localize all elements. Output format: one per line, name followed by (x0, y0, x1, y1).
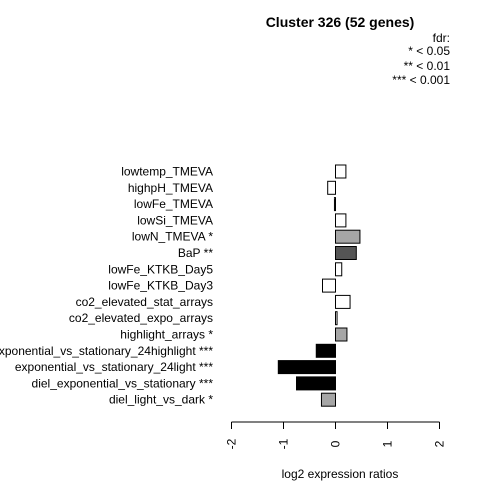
bar-11 (315, 343, 337, 358)
legend-entry-1: * < 0.05 (408, 44, 450, 58)
x-tick-label-3: 1 (381, 440, 395, 447)
category-label-8: co2_elevated_stat_arrays (76, 295, 213, 309)
bar-0 (335, 164, 347, 179)
category-label-7: lowFe_KTKB_Day3 (108, 279, 213, 293)
x-axis-label: log2 expression ratios (282, 467, 399, 481)
bar-14 (320, 392, 336, 407)
category-label-5: BaP ** (178, 246, 213, 260)
legend-title: fdr: (433, 31, 450, 45)
category-labels: lowtemp_TMEVA highpH_TMEVA lowFe_TMEVA lowS… (0, 165, 213, 407)
bar-6 (335, 262, 343, 277)
category-label-0: lowtemp_TMEVA (121, 165, 213, 179)
bar-2 (333, 197, 336, 212)
category-label-3: lowSi_TMEVA (137, 213, 213, 227)
bar-group (277, 164, 361, 407)
category-label-9: co2_elevated_expo_arrays (69, 311, 213, 325)
category-label-2: lowFe_TMEVA (134, 197, 213, 211)
x-axis: -2 -1 0 1 2 (225, 421, 447, 449)
category-label-12: exponential_vs_stationary_24light *** (15, 360, 213, 374)
category-label-13: diel_exponential_vs_stationary *** (32, 376, 214, 390)
category-label-1: highpH_TMEVA (128, 181, 213, 195)
bar-4 (335, 229, 361, 244)
bar-7 (322, 278, 336, 293)
chart-title: Cluster 326 (52 genes) (266, 14, 415, 30)
category-label-4: lowN_TMEVA * (132, 230, 213, 244)
category-label-11: exponential_vs_stationary_24highlight **… (0, 344, 213, 358)
bar-5 (335, 246, 357, 260)
x-tick-label-4: 2 (433, 440, 447, 447)
bar-9 (335, 311, 338, 326)
bar-10 (335, 327, 348, 342)
bar-13 (296, 376, 336, 391)
legend-entry-2: ** < 0.01 (404, 59, 451, 73)
bar-3 (335, 213, 347, 228)
bar-12 (277, 360, 336, 375)
x-tick-label-0: -2 (225, 438, 239, 449)
x-tick-label-2: 0 (329, 440, 343, 447)
legend-entry-3: *** < 0.001 (392, 73, 450, 87)
category-label-14: diel_light_vs_dark * (109, 393, 213, 407)
bar-8 (335, 294, 351, 309)
x-tick-label-1: -1 (277, 438, 291, 449)
category-label-10: highlight_arrays * (120, 328, 213, 342)
bar-1 (327, 180, 337, 195)
category-label-6: lowFe_KTKB_Day5 (108, 262, 213, 276)
